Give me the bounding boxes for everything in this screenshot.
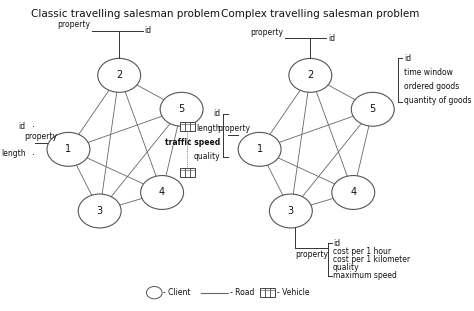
Circle shape [146, 286, 162, 299]
Circle shape [351, 92, 394, 126]
Text: id: id [333, 239, 340, 248]
Text: id: id [404, 54, 411, 63]
Text: 2: 2 [307, 70, 313, 80]
Circle shape [160, 92, 203, 126]
Text: property: property [295, 250, 328, 259]
Text: length: length [196, 123, 220, 132]
Text: ...: ... [183, 133, 191, 142]
Circle shape [47, 132, 90, 166]
Text: property: property [250, 28, 283, 37]
Text: Complex travelling salesman problem: Complex travelling salesman problem [221, 9, 419, 19]
Text: property: property [57, 20, 90, 29]
Text: 5: 5 [179, 104, 185, 114]
Text: 5: 5 [370, 104, 376, 114]
Text: length: length [1, 150, 26, 159]
Text: quantity of goods: quantity of goods [404, 96, 472, 105]
Text: cost per 1 hour: cost per 1 hour [333, 247, 391, 256]
Text: id: id [145, 26, 152, 35]
Text: id: id [18, 122, 26, 131]
Circle shape [289, 58, 332, 92]
Text: - Vehicle: - Vehicle [277, 288, 310, 297]
Text: traffic speed: traffic speed [165, 138, 220, 147]
Text: property: property [25, 132, 58, 141]
Text: 4: 4 [159, 188, 165, 197]
Text: quality: quality [194, 152, 220, 161]
Text: Classic travelling salesman problem: Classic travelling salesman problem [30, 9, 219, 19]
Text: time window: time window [404, 68, 453, 77]
Text: id: id [213, 109, 220, 118]
FancyBboxPatch shape [260, 288, 275, 297]
Text: 3: 3 [97, 206, 103, 216]
Text: 1: 1 [256, 144, 263, 154]
Text: property: property [217, 124, 250, 133]
Text: - Client: - Client [163, 288, 191, 297]
FancyBboxPatch shape [180, 168, 195, 177]
Text: maximum speed: maximum speed [333, 271, 397, 280]
Circle shape [141, 175, 183, 209]
Text: id: id [328, 34, 335, 43]
Text: 1: 1 [65, 144, 72, 154]
Text: cost per 1 kilometer: cost per 1 kilometer [333, 255, 410, 264]
Circle shape [269, 194, 312, 228]
Text: 2: 2 [116, 70, 122, 80]
Circle shape [98, 58, 141, 92]
Text: - Road: - Road [230, 288, 255, 297]
FancyBboxPatch shape [180, 122, 195, 131]
Text: 3: 3 [288, 206, 294, 216]
Circle shape [238, 132, 281, 166]
Circle shape [332, 175, 375, 209]
Text: quality: quality [333, 263, 360, 272]
Text: ordered goods: ordered goods [404, 82, 459, 91]
Text: 4: 4 [350, 188, 356, 197]
Circle shape [78, 194, 121, 228]
